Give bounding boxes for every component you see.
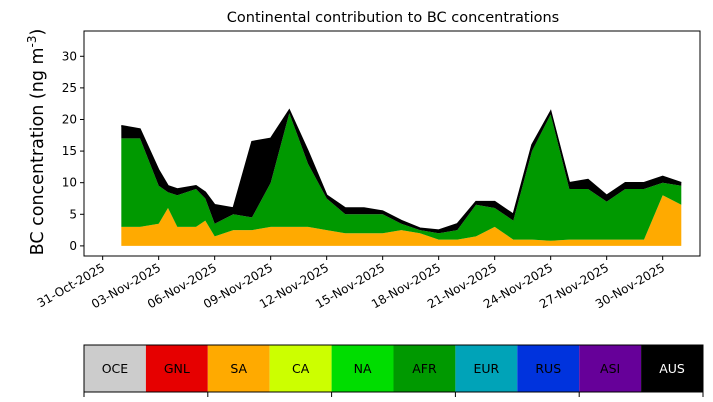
y-tick-label: 30 xyxy=(62,49,77,63)
legend-label-eur: EUR xyxy=(473,361,499,376)
legend-label-ca: CA xyxy=(292,361,310,376)
plot-frame xyxy=(83,30,701,257)
legend: OCE GNL SA CA NA AFR EUR RUS ASI AUS xyxy=(83,344,704,397)
area-aus xyxy=(121,110,682,234)
area-sa xyxy=(121,195,682,246)
chart-title: Continental contribution to BC concentra… xyxy=(227,10,559,26)
legend-swatch-afr xyxy=(393,345,456,392)
legend-swatch-oce xyxy=(84,345,146,392)
total-line xyxy=(121,108,682,231)
y-tick-label: 25 xyxy=(62,81,77,95)
legend-frame xyxy=(83,344,704,393)
y-tick-label: 20 xyxy=(62,112,77,126)
legend-swatch-ca xyxy=(269,345,332,392)
legend-label-rus: RUS xyxy=(535,361,561,376)
plot-area: 05101520253031-Oct-202503-Nov-202506-Nov… xyxy=(35,30,701,311)
legend-swatch-na xyxy=(331,345,394,392)
y-tick-label: 10 xyxy=(62,176,77,190)
legend-label-gnl: GNL xyxy=(164,361,190,376)
legend-swatch-rus xyxy=(517,345,580,392)
legend-label-asi: ASI xyxy=(600,361,620,376)
legend-label-oce: OCE xyxy=(102,361,129,376)
y-tick-label: 5 xyxy=(69,207,77,221)
y-axis-label: BC concentration (ng m-3) xyxy=(25,29,48,256)
legend-swatch-gnl xyxy=(145,345,208,392)
y-tick-label: 0 xyxy=(69,239,77,253)
legend-swatch-asi xyxy=(579,345,642,392)
y-tick-label: 15 xyxy=(62,144,77,158)
legend-swatch-eur xyxy=(455,345,518,392)
legend-swatch-sa xyxy=(207,345,270,392)
legend-swatch-aus xyxy=(641,345,703,392)
legend-label-na: NA xyxy=(354,361,372,376)
legend-label-sa: SA xyxy=(230,361,247,376)
legend-label-aus: AUS xyxy=(659,361,685,376)
legend-label-afr: AFR xyxy=(412,361,437,376)
area-afr xyxy=(121,113,682,241)
